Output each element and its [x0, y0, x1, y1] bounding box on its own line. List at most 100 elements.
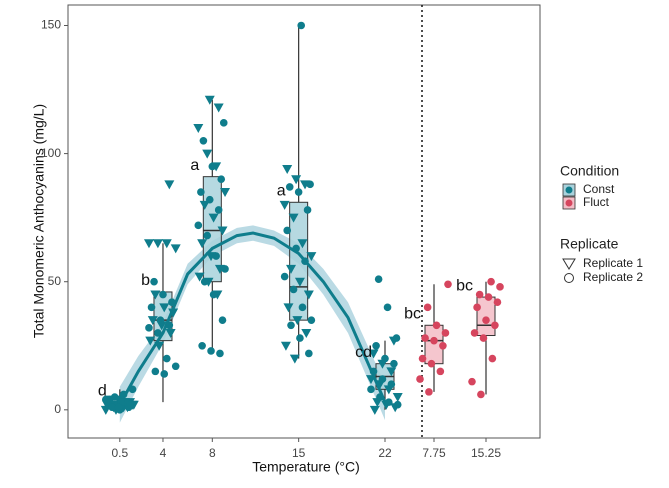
- point-replicate-2: [203, 231, 212, 240]
- point-replicate-2: [198, 341, 206, 350]
- point-replicate-1: [161, 239, 172, 249]
- point-replicate-2: [432, 321, 441, 330]
- point-replicate-2: [126, 400, 134, 409]
- point-replicate-1: [283, 303, 294, 313]
- point-replicate-1: [282, 164, 293, 174]
- fit-line: [118, 231, 387, 406]
- legend-label: Const: [583, 182, 615, 196]
- point-replicate-2: [285, 183, 294, 191]
- point-replicate-1: [168, 308, 179, 318]
- point-replicate-1: [292, 316, 303, 326]
- point-replicate-2: [114, 403, 123, 412]
- x-tick-label: 0.5: [111, 446, 128, 460]
- legend-label: Fluct: [583, 195, 610, 209]
- point-replicate-2: [105, 395, 114, 404]
- y-tick-label: 150: [41, 18, 61, 32]
- point-replicate-2: [216, 349, 224, 358]
- point-replicate-2: [221, 265, 229, 273]
- point-replicate-1: [368, 349, 379, 359]
- point-replicate-2: [162, 354, 171, 363]
- point-replicate-2: [280, 272, 289, 281]
- fit-layer: [118, 231, 387, 406]
- point-replicate-1: [288, 213, 299, 223]
- x-tick-label: 22: [378, 446, 392, 460]
- point-replicate-2: [496, 283, 504, 291]
- point-replicate-2: [430, 336, 438, 345]
- point-replicate-2: [369, 367, 378, 376]
- x-tick-label: 7.75: [422, 446, 446, 460]
- point-replicate-2: [416, 375, 424, 383]
- legend-title: Replicate: [560, 236, 619, 252]
- point-replicate-2: [296, 334, 304, 342]
- point-replicate-2: [294, 188, 303, 196]
- legend-key-point: [565, 199, 573, 207]
- point-replicate-1: [159, 303, 170, 313]
- point-replicate-2: [217, 175, 226, 184]
- point-replicate-2: [151, 367, 160, 376]
- point-replicate-2: [393, 400, 402, 409]
- x-tick-label: 8: [209, 446, 216, 460]
- point-replicate-2: [444, 280, 452, 289]
- point-replicate-2: [493, 298, 502, 307]
- point-replicate-1: [286, 264, 297, 274]
- point-replicate-2: [128, 385, 137, 394]
- point-replicate-1: [280, 341, 291, 351]
- point-replicate-2: [385, 398, 393, 406]
- point-replicate-1: [145, 336, 156, 346]
- point-replicate-2: [303, 206, 312, 214]
- point-replicate-2: [147, 303, 156, 312]
- point-replicate-1: [365, 375, 376, 385]
- point-replicate-2: [287, 321, 295, 330]
- point-replicate-2: [208, 162, 217, 171]
- point-replicate-1: [220, 188, 231, 198]
- point-replicate-1: [152, 239, 163, 249]
- y-tick-label: 0: [54, 402, 61, 416]
- group-letter: cd: [355, 344, 372, 361]
- point-replicate-2: [484, 293, 493, 301]
- legend-symbol: [564, 273, 574, 283]
- box: [476, 296, 496, 337]
- point-replicate-2: [209, 290, 218, 299]
- point-replicate-2: [372, 341, 380, 350]
- legend-label: Replicate 2: [583, 270, 643, 284]
- point-replicate-1: [208, 213, 219, 223]
- point-replicate-2: [205, 195, 214, 204]
- group-letter: d: [98, 382, 107, 399]
- point-replicate-2: [154, 329, 162, 337]
- legend-symbol: [562, 258, 576, 270]
- point-replicate-2: [219, 119, 228, 127]
- point-replicate-2: [439, 341, 447, 350]
- point-replicate-1: [279, 200, 290, 210]
- point-replicate-2: [119, 390, 128, 399]
- legend-label: Replicate 1: [583, 256, 643, 270]
- points: [100, 21, 504, 415]
- legend-key-point: [565, 186, 573, 194]
- y-tick-label: 50: [48, 274, 62, 288]
- y-tick-label: 100: [41, 146, 61, 160]
- point-replicate-2: [306, 180, 314, 189]
- point-replicate-2: [197, 188, 205, 196]
- point-replicate-2: [301, 257, 309, 266]
- point-replicate-1: [150, 290, 161, 300]
- point-replicate-2: [392, 334, 401, 342]
- point-replicate-2: [292, 244, 300, 253]
- point-replicate-1: [154, 341, 165, 351]
- group-letter: bc: [404, 305, 421, 322]
- point-replicate-1: [369, 405, 380, 415]
- point-replicate-1: [170, 244, 181, 254]
- point-replicate-2: [479, 334, 488, 342]
- point-replicate-2: [421, 334, 429, 342]
- point-replicate-2: [482, 316, 490, 324]
- x-axis-title: Temperature (°C): [252, 459, 360, 475]
- point-replicate-1: [386, 367, 397, 377]
- point-replicate-1: [291, 175, 302, 185]
- point-replicate-2: [145, 324, 153, 332]
- point-replicate-2: [307, 316, 316, 324]
- point-replicate-1: [289, 354, 300, 364]
- point-replicate-2: [218, 316, 227, 324]
- group-letter: a: [277, 183, 286, 200]
- point-replicate-2: [427, 359, 436, 368]
- point-replicate-2: [468, 377, 476, 386]
- point-replicate-1: [143, 239, 154, 249]
